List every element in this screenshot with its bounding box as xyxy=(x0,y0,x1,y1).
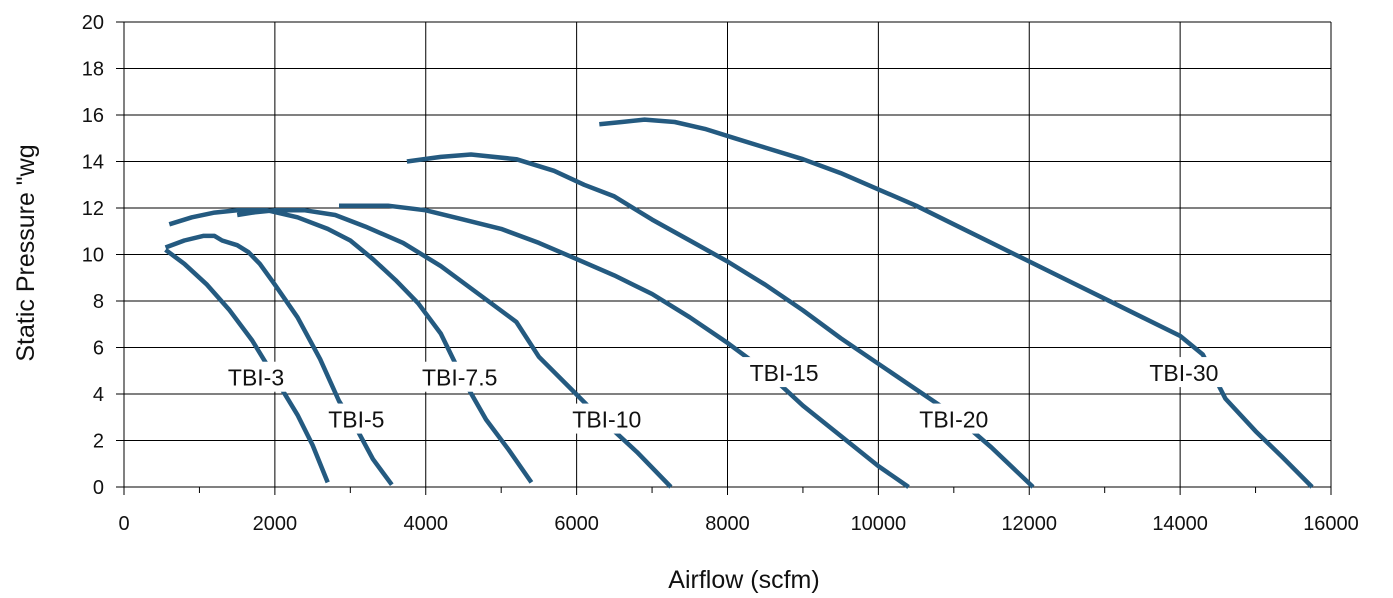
y-tick-label: 18 xyxy=(82,59,104,81)
series-label-tbi-3: TBI-3 xyxy=(228,365,284,391)
series-line-tbi-7.5 xyxy=(168,208,534,484)
series-line-tbi-3 xyxy=(164,247,330,484)
y-tick-label: 0 xyxy=(93,477,104,499)
y-tick-label: 20 xyxy=(82,12,104,34)
series-line-tbi-5 xyxy=(164,233,394,487)
series-label-bg xyxy=(218,361,294,392)
series-line-tbi-10 xyxy=(236,208,673,489)
x-tick-label: 2000 xyxy=(253,513,298,535)
series-label-bg xyxy=(409,361,511,392)
series-line-tbi-20 xyxy=(406,152,1035,489)
series-label-bg xyxy=(909,403,998,434)
series-label-tbi-30: TBI-30 xyxy=(1149,360,1218,386)
x-tick-label: 12000 xyxy=(1001,513,1057,535)
series-label-tbi-20: TBI-20 xyxy=(919,407,988,433)
series-label-bg xyxy=(318,403,394,434)
series-line-tbi-15 xyxy=(339,203,910,489)
y-axis-title: Static Pressure "wg xyxy=(12,144,40,361)
series-label-bg xyxy=(1139,357,1228,388)
series-label-tbi-5: TBI-5 xyxy=(328,407,384,433)
y-tick-label: 10 xyxy=(82,245,104,267)
y-tick-label: 16 xyxy=(82,105,104,127)
x-tick-label: 4000 xyxy=(404,513,449,535)
y-tick-label: 4 xyxy=(93,384,104,406)
y-tick-label: 8 xyxy=(93,291,104,313)
y-tick-label: 12 xyxy=(82,198,104,220)
x-tick-label: 10000 xyxy=(851,513,907,535)
series-label-tbi-7.5: TBI-7.5 xyxy=(422,365,497,391)
series-label-tbi-15: TBI-15 xyxy=(750,360,819,386)
x-tick-label: 0 xyxy=(118,513,129,535)
x-tick-label: 8000 xyxy=(705,513,750,535)
y-tick-label: 6 xyxy=(93,338,104,360)
y-tick-label: 2 xyxy=(93,431,104,453)
series-label-bg xyxy=(562,403,651,434)
x-tick-label: 6000 xyxy=(554,513,599,535)
series-labels: TBI-3 TBI-5 TBI-7.5 TBI-10 TBI-15 TBI-20 TBI-3… xyxy=(218,357,1228,434)
series-label-bg xyxy=(740,357,829,388)
x-axis-title: Airflow (scfm) xyxy=(668,566,819,594)
grid xyxy=(123,21,1332,488)
series-label-tbi-10: TBI-10 xyxy=(572,407,641,433)
x-tick-label: 14000 xyxy=(1152,513,1208,535)
axis-ticks: 0 2 4 6 8 10 12 14 16 18 20 0 2000 4000 6000 8000 10000 1… xyxy=(82,12,1359,535)
y-tick-label: 14 xyxy=(82,152,104,174)
x-tick-label: 16000 xyxy=(1303,513,1359,535)
